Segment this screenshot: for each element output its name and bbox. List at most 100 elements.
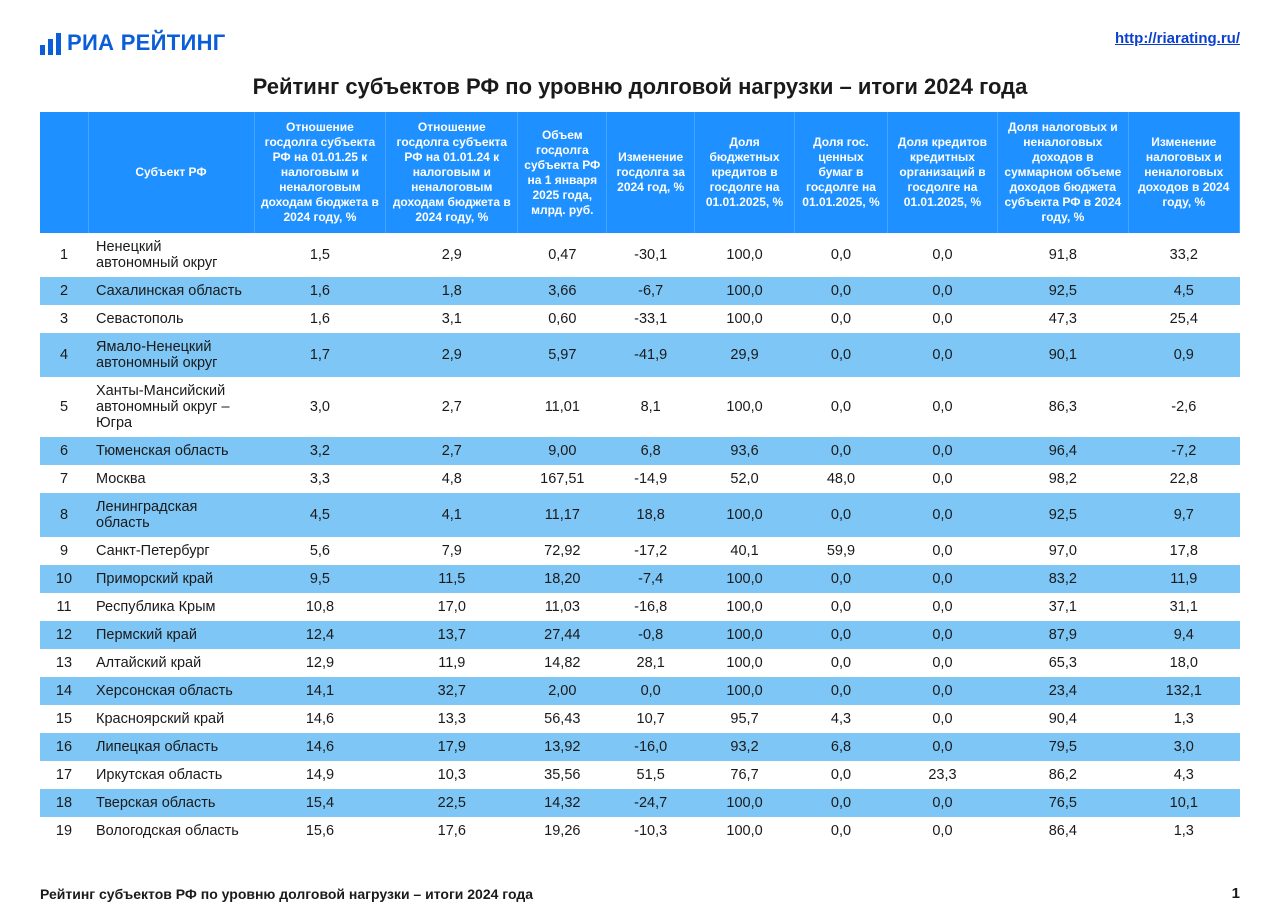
source-url-link[interactable]: http://riarating.ru/ bbox=[1115, 30, 1240, 47]
value-cell: 86,3 bbox=[998, 377, 1128, 437]
table-row: 12Пермский край12,413,727,44-0,8100,00,0… bbox=[40, 621, 1240, 649]
column-header: Доля налоговых и неналоговых доходов в с… bbox=[998, 112, 1128, 233]
value-cell: 2,00 bbox=[518, 677, 607, 705]
value-cell: 11,17 bbox=[518, 493, 607, 537]
value-cell: 0,0 bbox=[887, 733, 997, 761]
table-header: Субъект РФОтношение госдолга субъекта РФ… bbox=[40, 112, 1240, 233]
value-cell: 11,01 bbox=[518, 377, 607, 437]
value-cell: 83,2 bbox=[998, 565, 1128, 593]
value-cell: 14,82 bbox=[518, 649, 607, 677]
logo-bars-icon bbox=[40, 31, 61, 55]
value-cell: 0,0 bbox=[795, 305, 888, 333]
table-row: 5Ханты-Мансийский автономный округ – Югр… bbox=[40, 377, 1240, 437]
value-cell: 100,0 bbox=[694, 277, 794, 305]
rank-cell: 13 bbox=[40, 649, 88, 677]
value-cell: 59,9 bbox=[795, 537, 888, 565]
rank-cell: 9 bbox=[40, 537, 88, 565]
value-cell: 0,0 bbox=[887, 649, 997, 677]
value-cell: 0,0 bbox=[887, 377, 997, 437]
value-cell: 0,0 bbox=[887, 233, 997, 277]
value-cell: 0,0 bbox=[887, 437, 997, 465]
value-cell: 100,0 bbox=[694, 593, 794, 621]
value-cell: 51,5 bbox=[607, 761, 695, 789]
value-cell: 100,0 bbox=[694, 649, 794, 677]
value-cell: 17,9 bbox=[386, 733, 518, 761]
value-cell: 1,5 bbox=[254, 233, 386, 277]
subject-cell: Ямало-Ненецкий автономный округ bbox=[88, 333, 254, 377]
rank-cell: 6 bbox=[40, 437, 88, 465]
table-row: 6Тюменская область3,22,79,006,893,60,00,… bbox=[40, 437, 1240, 465]
rank-cell: 7 bbox=[40, 465, 88, 493]
value-cell: 0,0 bbox=[887, 493, 997, 537]
value-cell: 1,6 bbox=[254, 277, 386, 305]
value-cell: -7,4 bbox=[607, 565, 695, 593]
footer-text: Рейтинг субъектов РФ по уровню долговой … bbox=[40, 886, 533, 902]
value-cell: 0,0 bbox=[795, 233, 888, 277]
rank-cell: 18 bbox=[40, 789, 88, 817]
value-cell: 0,0 bbox=[887, 817, 997, 845]
subject-cell: Пермский край bbox=[88, 621, 254, 649]
table-row: 10Приморский край9,511,518,20-7,4100,00,… bbox=[40, 565, 1240, 593]
value-cell: 87,9 bbox=[998, 621, 1128, 649]
value-cell: 0,47 bbox=[518, 233, 607, 277]
value-cell: 0,0 bbox=[887, 593, 997, 621]
value-cell: 132,1 bbox=[1128, 677, 1239, 705]
value-cell: 25,4 bbox=[1128, 305, 1239, 333]
value-cell: 3,66 bbox=[518, 277, 607, 305]
value-cell: 1,8 bbox=[386, 277, 518, 305]
value-cell: 10,3 bbox=[386, 761, 518, 789]
page-number: 1 bbox=[1232, 885, 1240, 902]
value-cell: 92,5 bbox=[998, 493, 1128, 537]
value-cell: 52,0 bbox=[694, 465, 794, 493]
value-cell: 23,4 bbox=[998, 677, 1128, 705]
value-cell: 0,0 bbox=[795, 761, 888, 789]
value-cell: 0,0 bbox=[795, 593, 888, 621]
value-cell: 22,5 bbox=[386, 789, 518, 817]
value-cell: 2,7 bbox=[386, 377, 518, 437]
subject-cell: Вологодская область bbox=[88, 817, 254, 845]
value-cell: 14,6 bbox=[254, 733, 386, 761]
value-cell: 100,0 bbox=[694, 377, 794, 437]
value-cell: 4,8 bbox=[386, 465, 518, 493]
value-cell: 33,2 bbox=[1128, 233, 1239, 277]
value-cell: 11,03 bbox=[518, 593, 607, 621]
subject-cell: Ханты-Мансийский автономный округ – Югра bbox=[88, 377, 254, 437]
value-cell: 32,7 bbox=[386, 677, 518, 705]
value-cell: 14,32 bbox=[518, 789, 607, 817]
subject-cell: Санкт-Петербург bbox=[88, 537, 254, 565]
value-cell: 2,7 bbox=[386, 437, 518, 465]
subject-cell: Липецкая область bbox=[88, 733, 254, 761]
value-cell: 0,60 bbox=[518, 305, 607, 333]
value-cell: 0,0 bbox=[887, 333, 997, 377]
value-cell: 92,5 bbox=[998, 277, 1128, 305]
rank-cell: 1 bbox=[40, 233, 88, 277]
value-cell: 100,0 bbox=[694, 817, 794, 845]
subject-cell: Алтайский край bbox=[88, 649, 254, 677]
value-cell: -6,7 bbox=[607, 277, 695, 305]
value-cell: 100,0 bbox=[694, 305, 794, 333]
value-cell: 14,1 bbox=[254, 677, 386, 705]
subject-cell: Иркутская область bbox=[88, 761, 254, 789]
value-cell: 0,0 bbox=[887, 705, 997, 733]
table-row: 14Херсонская область14,132,72,000,0100,0… bbox=[40, 677, 1240, 705]
brand-ria: РИА bbox=[67, 30, 114, 55]
value-cell: 18,20 bbox=[518, 565, 607, 593]
table-row: 19Вологодская область15,617,619,26-10,31… bbox=[40, 817, 1240, 845]
value-cell: 0,0 bbox=[795, 377, 888, 437]
value-cell: 0,0 bbox=[795, 277, 888, 305]
value-cell: 1,3 bbox=[1128, 817, 1239, 845]
rank-cell: 3 bbox=[40, 305, 88, 333]
rank-cell: 2 bbox=[40, 277, 88, 305]
value-cell: 11,9 bbox=[386, 649, 518, 677]
value-cell: 48,0 bbox=[795, 465, 888, 493]
value-cell: 9,4 bbox=[1128, 621, 1239, 649]
value-cell: 65,3 bbox=[998, 649, 1128, 677]
value-cell: 95,7 bbox=[694, 705, 794, 733]
value-cell: 0,0 bbox=[887, 789, 997, 817]
value-cell: 86,2 bbox=[998, 761, 1128, 789]
value-cell: 0,0 bbox=[795, 621, 888, 649]
value-cell: 100,0 bbox=[694, 789, 794, 817]
table-row: 8Ленинградская область4,54,111,1718,8100… bbox=[40, 493, 1240, 537]
value-cell: 40,1 bbox=[694, 537, 794, 565]
value-cell: 22,8 bbox=[1128, 465, 1239, 493]
